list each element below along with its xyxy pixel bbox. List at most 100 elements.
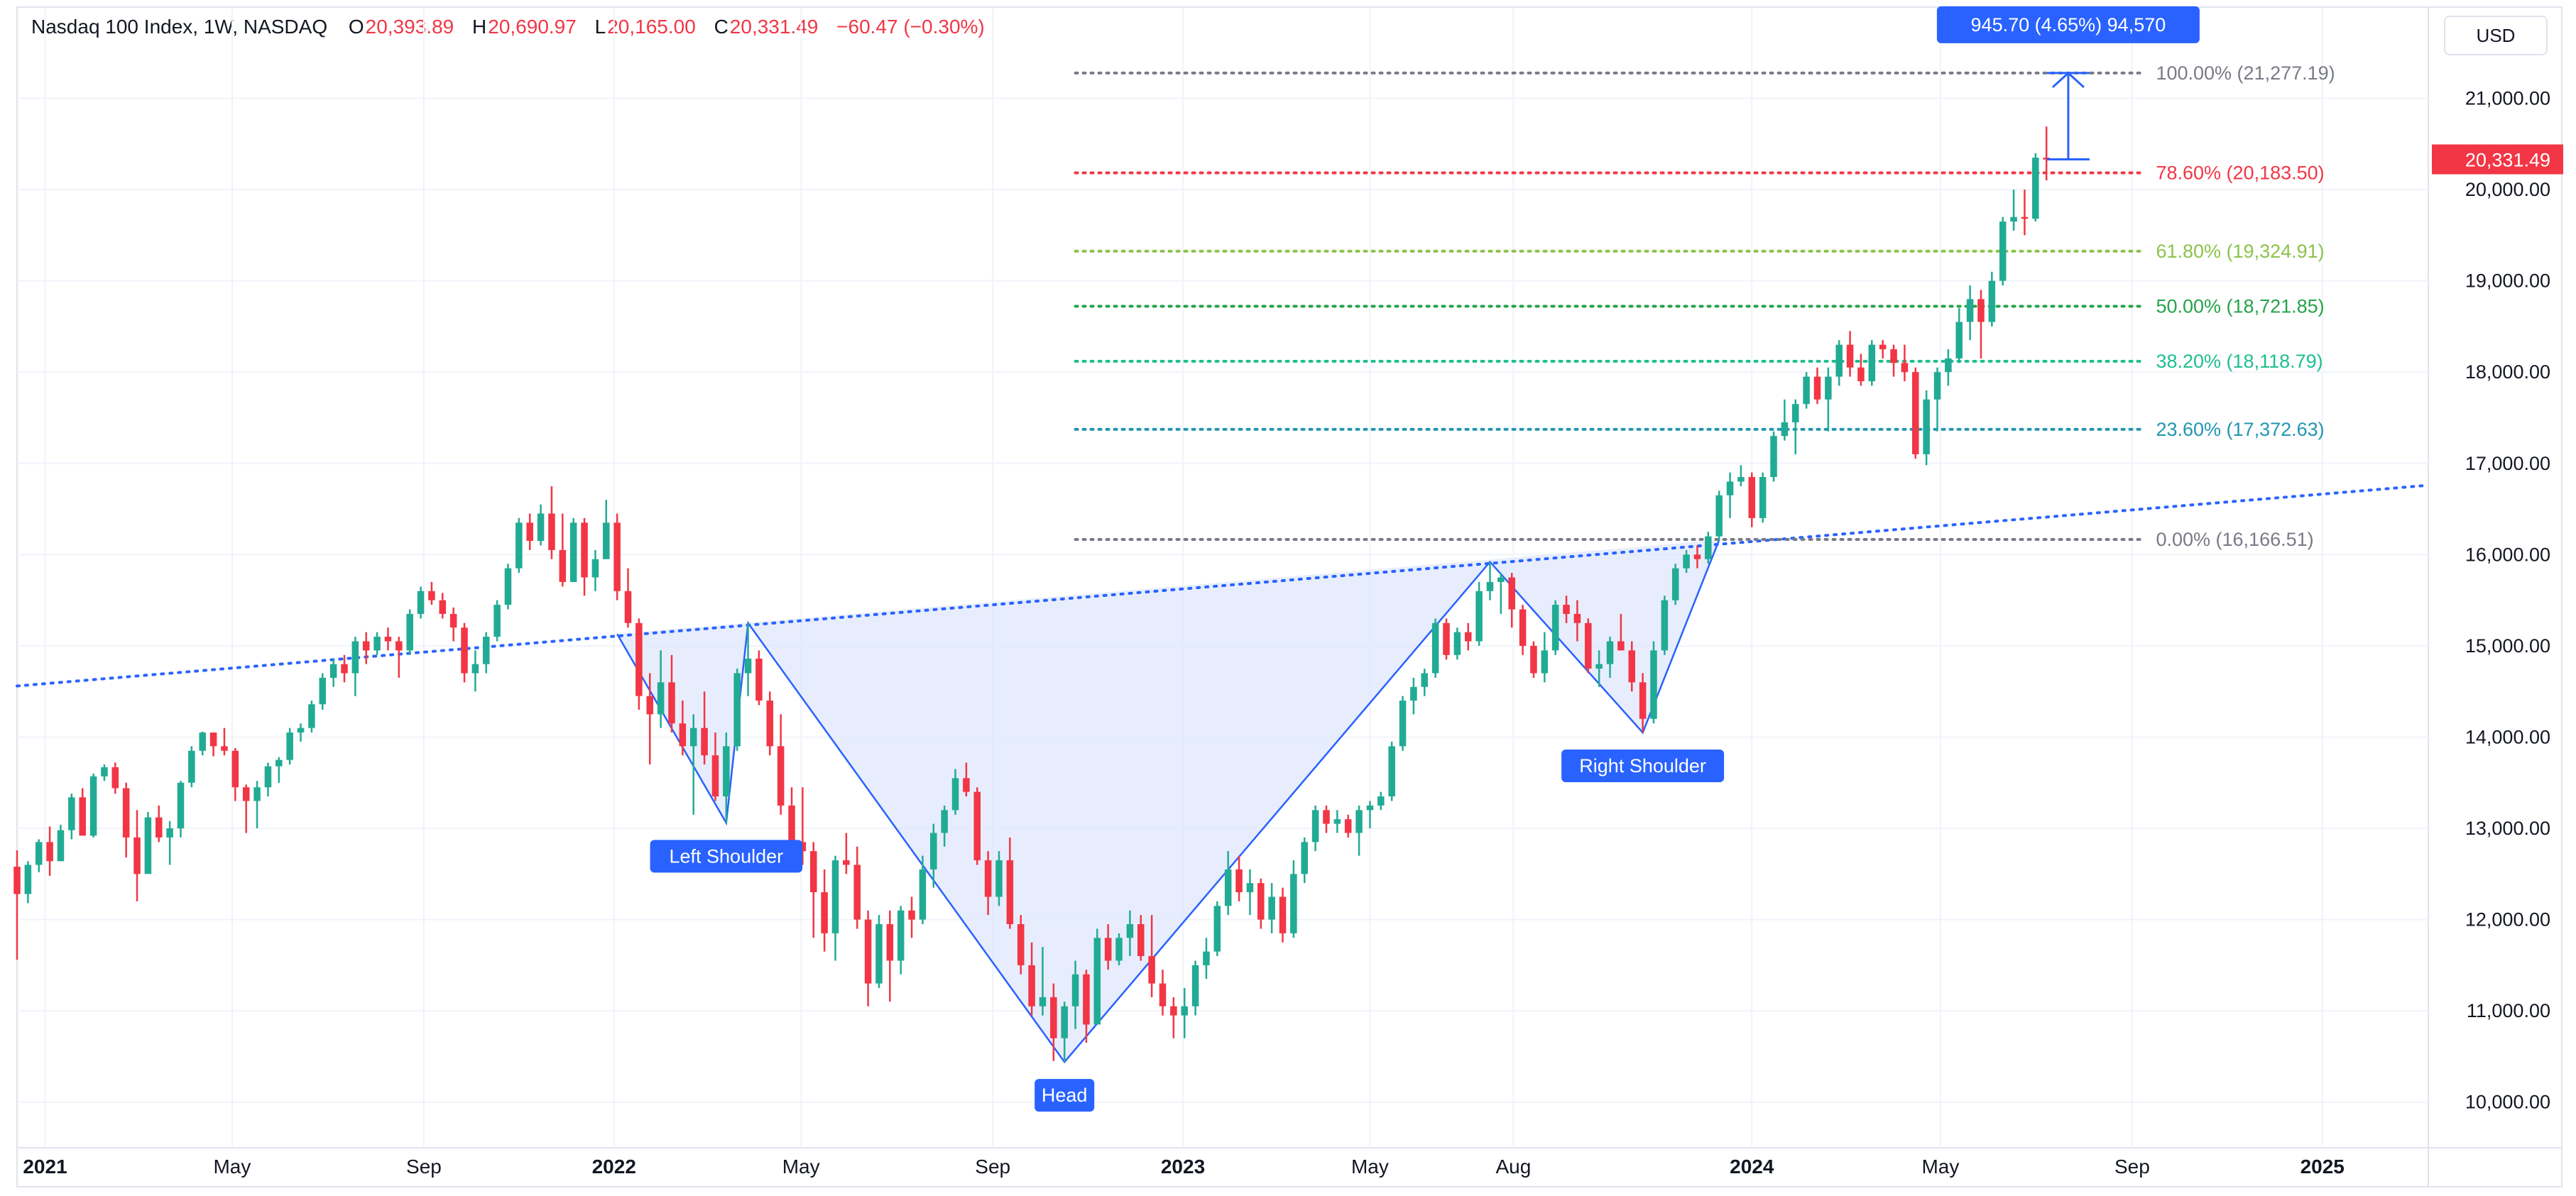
candle-body <box>199 733 206 751</box>
candle-body <box>1693 554 1701 559</box>
candle-body <box>701 728 708 756</box>
candle-body <box>1017 924 1025 965</box>
time-axis[interactable]: 2021 May Sep 2022 May Sep 2023 May Aug 2024 May Sep… <box>23 1156 2345 1178</box>
candle-body <box>46 842 53 862</box>
low-key: L <box>594 16 606 38</box>
price-range-measure: 945.70 (4.65%) 94,570 <box>1936 6 2200 161</box>
high-value: 20,690.97 <box>488 16 577 38</box>
candle-body <box>886 924 894 961</box>
candle-body <box>1933 372 1941 400</box>
candle-body <box>1410 686 1417 701</box>
candle-body <box>1639 682 1647 719</box>
candle-body <box>1126 924 1134 938</box>
x-tick-label: May <box>213 1156 251 1178</box>
candle-body <box>919 869 927 920</box>
candle-body <box>253 787 261 801</box>
x-tick-label: May <box>1921 1156 1959 1178</box>
candle-body <box>1115 938 1123 961</box>
candle-body <box>493 605 501 637</box>
candle-body <box>471 664 479 674</box>
currency-button[interactable]: USD <box>2444 16 2548 55</box>
candle-body <box>428 591 435 600</box>
candle-body <box>133 837 141 874</box>
candle-body <box>329 664 337 678</box>
candle-body <box>1028 965 1035 1006</box>
pattern-labels: Left Shoulder Head Right Shoulder <box>650 750 1725 1112</box>
fibonacci-levels: 100.00% (21,277.19) 78.60% (20,183.50) 61.… <box>1074 62 2335 550</box>
candle-body <box>1912 372 1919 454</box>
candle-body <box>1443 622 1450 655</box>
candle-body <box>2032 158 2039 219</box>
candle-body <box>1715 495 1723 537</box>
close-value: 20,331.49 <box>729 16 819 38</box>
low-value: 20,165.00 <box>607 16 696 38</box>
candle-body <box>373 637 381 651</box>
pattern-label-box <box>1035 1079 1095 1112</box>
candle-body <box>68 797 75 830</box>
candle-body <box>951 778 959 811</box>
candle-body <box>1737 477 1745 482</box>
candle-body <box>733 673 741 747</box>
candle-body <box>1759 477 1767 518</box>
neckline <box>16 483 2430 688</box>
symbol-title: Nasdaq 100 Index, 1W, NASDAQ <box>31 16 328 38</box>
candle-body <box>1671 568 1679 600</box>
candle-body <box>1650 650 1657 719</box>
candle-body <box>504 568 512 605</box>
last-price-label: 20,331.49 <box>2465 150 2550 171</box>
plot-frame <box>16 6 2563 1187</box>
candle-body <box>1966 299 1974 322</box>
candle-body <box>679 723 687 747</box>
fib-label: 61.80% (19,324.91) <box>2156 241 2324 262</box>
candle-body <box>1224 869 1232 906</box>
candle-body <box>1497 577 1505 582</box>
candle-body <box>559 549 567 582</box>
y-tick-label: 16,000.00 <box>2465 544 2550 565</box>
candle-body <box>1825 376 1832 400</box>
candle-body <box>1563 605 1570 614</box>
x-tick-label: Sep <box>975 1156 1010 1178</box>
candle-body <box>843 860 850 865</box>
candle-body <box>275 759 283 767</box>
y-tick-label: 20,000.00 <box>2465 179 2550 200</box>
fib-label: 23.60% (17,372.63) <box>2156 419 2324 440</box>
candle-body <box>1388 746 1395 797</box>
candle-body <box>1890 349 1897 363</box>
candle-body <box>1530 645 1537 674</box>
candle-body <box>439 600 447 614</box>
y-tick-label: 14,000.00 <box>2465 726 2550 747</box>
candle-body <box>603 522 610 559</box>
candle-body <box>831 860 839 933</box>
candle-body <box>1235 869 1243 893</box>
candle-body <box>144 817 152 874</box>
candle-body <box>1551 605 1559 651</box>
close-key: C <box>714 16 728 38</box>
candle-body <box>1781 422 1789 437</box>
candles <box>13 126 2050 1063</box>
candle-body <box>1573 613 1581 623</box>
candle-body <box>1431 622 1439 674</box>
candle-body <box>941 810 948 833</box>
candle-body <box>1366 805 1374 811</box>
candle-body <box>166 828 173 838</box>
y-tick-label: 21,000.00 <box>2465 88 2550 109</box>
candle-body <box>231 750 239 788</box>
candle-body <box>1661 600 1669 651</box>
candle-body <box>1071 974 1079 1006</box>
price-axis[interactable]: 10,000.00 11,000.00 12,000.00 13,000.00 14,0… <box>2432 88 2563 1113</box>
candle-body <box>35 842 43 865</box>
high-key: H <box>472 16 487 38</box>
candle-body <box>1039 997 1047 1006</box>
fib-label: 38.20% (18,118.79) <box>2156 351 2323 372</box>
candle-body <box>1813 376 1821 400</box>
y-tick-label: 12,000.00 <box>2465 909 2550 931</box>
candle-body <box>1595 664 1603 669</box>
candle-body <box>461 627 468 674</box>
pattern-label: Left Shoulder <box>670 845 784 867</box>
candle-body <box>1421 673 1429 687</box>
candle-body <box>668 682 675 724</box>
candle-body <box>515 522 523 569</box>
candle-body <box>1104 938 1112 961</box>
last-price-tag <box>2432 144 2563 175</box>
